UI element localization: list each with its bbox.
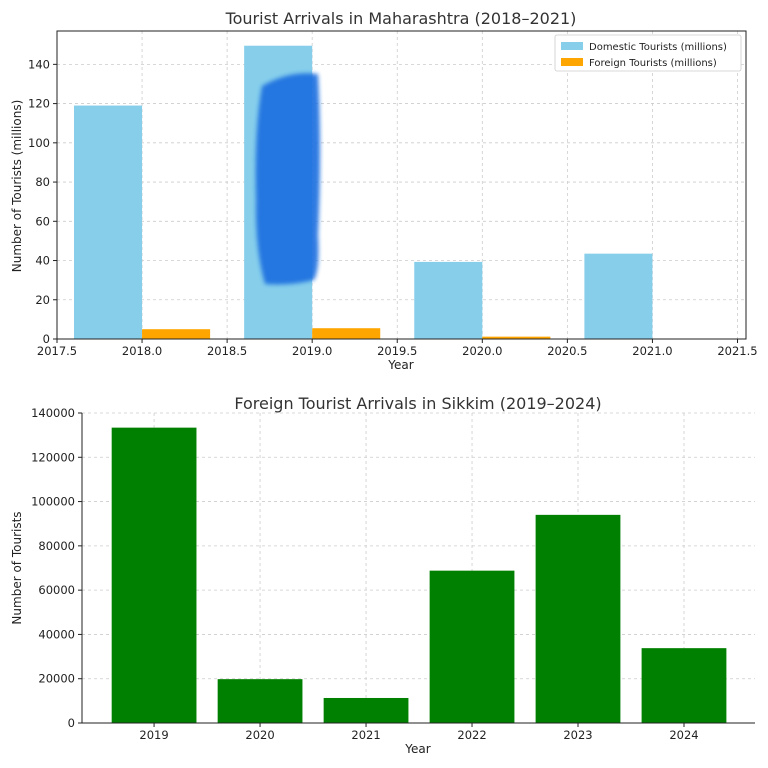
chart-1-xtick-label: 2020.5	[547, 344, 587, 358]
chart-2-ytick-label: 120000	[31, 450, 75, 464]
chart-2-bar	[429, 570, 515, 723]
chart-1-ytick-label: 40	[35, 254, 50, 268]
chart-2-bars	[111, 427, 727, 723]
chart-2-ytick-label: 140000	[31, 406, 75, 420]
chart-1-ytick-label: 140	[28, 57, 50, 71]
chart-1-title: Tourist Arrivals in Maharashtra (2018–20…	[225, 9, 577, 28]
chart-1-bar-foreign	[142, 329, 211, 339]
chart-2-bar	[535, 514, 621, 723]
chart-1-grid	[56, 31, 746, 340]
chart-2-ylabel: Number of Tourists	[10, 511, 24, 624]
chart-2-xtick-label: 2020	[245, 728, 274, 742]
chart-2-xtick-label: 2019	[139, 728, 168, 742]
chart-1-bar-domestic	[414, 261, 483, 339]
chart-1-legend-swatch	[561, 58, 583, 66]
chart-1-legend-label: Domestic Tourists (millions)	[589, 42, 727, 53]
chart-1-legend-box	[554, 34, 742, 72]
chart-2-bar	[641, 648, 727, 723]
chart-2-ytick-label: 100000	[31, 495, 75, 509]
chart-1-xtick-label: 2021.0	[632, 344, 672, 358]
chart-1-frame	[56, 30, 747, 340]
chart-1-ylabel: Number of Tourists (millions)	[10, 100, 24, 273]
chart-2-xtick-label: 2021	[351, 728, 380, 742]
chart-2-ytick-label: 0	[68, 716, 75, 730]
chart-1-ytick-label: 0	[43, 332, 50, 346]
chart-1-legend-swatch	[561, 42, 583, 50]
chart-sikkim: Foreign Tourist Arrivals in Sikkim (2019…	[10, 394, 755, 756]
chart-2-xtick-label: 2022	[457, 728, 486, 742]
chart-1-bar-domestic	[74, 105, 143, 340]
chart-2-xlabel: Year	[404, 742, 430, 756]
chart-1-ytick-label: 60	[35, 214, 50, 228]
chart-2-bar	[111, 427, 197, 723]
chart-2-axes: 0 20000 40000 60000 80000 100000 120000 140000 2…	[31, 406, 755, 742]
chart-1-axes: 2017.5 2018.0 2018.5 2019.0 2019.5 2020.0 2020…	[28, 30, 758, 358]
chart-1-xtick-label: 2021.5	[717, 344, 757, 358]
chart-2-xtick-label: 2024	[669, 728, 698, 742]
chart-1-ytick-label: 100	[28, 136, 50, 150]
chart-2-bar	[323, 697, 409, 723]
chart-2-ytick-label: 20000	[38, 672, 75, 686]
chart-1-legend-label: Foreign Tourists (millions)	[589, 58, 717, 69]
chart-maharashtra: Tourist Arrivals in Maharashtra (2018–20…	[10, 9, 758, 372]
chart-1-xtick-label: 2020.0	[462, 344, 502, 358]
chart-1-ytick-label: 20	[35, 293, 50, 307]
chart-1-bar-foreign	[312, 328, 381, 339]
chart-1-bar-domestic	[584, 253, 653, 339]
chart-1-legend: Domestic Tourists (millions) Foreign Tour…	[554, 34, 742, 72]
chart-1-xlabel: Year	[387, 358, 413, 372]
chart-2-ytick-label: 80000	[38, 539, 75, 553]
chart-1-ytick-label: 120	[28, 97, 50, 111]
chart-1-xtick-label: 2018.5	[207, 344, 247, 358]
chart-2-xtick-label: 2023	[563, 728, 592, 742]
chart-1-xtick-label: 2019.5	[377, 344, 417, 358]
chart-1-ytick-label: 80	[35, 175, 50, 189]
chart-2-bar	[217, 679, 303, 723]
chart-2-title: Foreign Tourist Arrivals in Sikkim (2019…	[234, 394, 601, 413]
chart-1-scribble	[255, 73, 320, 285]
chart-2-ytick-label: 60000	[38, 583, 75, 597]
chart-1-xtick-label: 2017.5	[37, 344, 77, 358]
chart-1-bar-foreign	[482, 336, 551, 339]
chart-1-xtick-label: 2019.0	[292, 344, 332, 358]
chart-2-ytick-label: 40000	[38, 627, 75, 641]
chart-1-xtick-label: 2018.0	[122, 344, 162, 358]
chart-1-annotation	[255, 73, 320, 285]
